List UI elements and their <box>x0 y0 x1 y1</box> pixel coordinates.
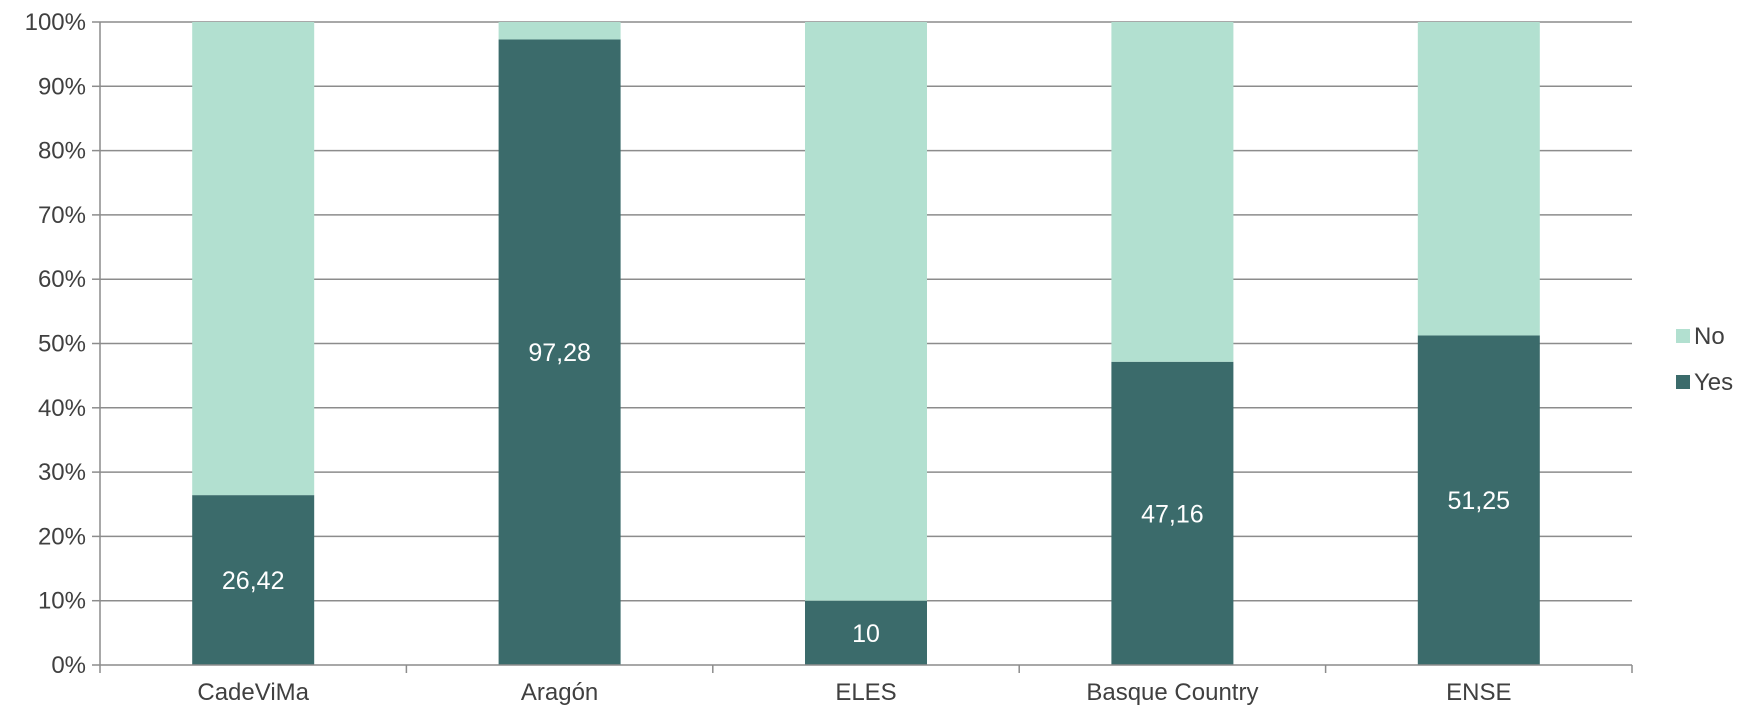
y-tick-label: 80% <box>38 138 86 165</box>
bar-segment-yes <box>192 495 315 665</box>
data-label: 47,16 <box>1141 500 1204 528</box>
bar-segment-yes <box>805 600 927 665</box>
legend-label-yes: Yes <box>1694 369 1733 396</box>
data-label: 97,28 <box>528 339 591 367</box>
x-category-label: ENSE <box>1446 679 1511 706</box>
x-category-label: ELES <box>835 679 896 706</box>
legend: No Yes <box>1676 323 1733 396</box>
bar-segment-yes <box>1111 361 1234 665</box>
y-tick-label: 20% <box>38 523 86 550</box>
bars <box>192 22 1540 665</box>
bar-segment-no <box>192 22 315 496</box>
data-label: 51,25 <box>1448 487 1511 515</box>
bar-segment-no <box>805 22 927 601</box>
legend-label-no: No <box>1694 323 1725 350</box>
data-label: 26,42 <box>222 567 285 595</box>
y-tick-label: 50% <box>38 331 86 358</box>
data-label: 10 <box>852 620 880 648</box>
y-tick-label: 30% <box>38 459 86 486</box>
y-tick-label: 10% <box>38 588 86 615</box>
y-tick-label: 0% <box>51 652 86 679</box>
labels: 0% 10% 20% 30% 40% 50% 60% 70% 80% 90% 100% 26,42 Ca… <box>25 9 1512 706</box>
y-tick-label: 60% <box>38 266 86 293</box>
bar-segment-no <box>1417 22 1540 336</box>
y-tick-label: 100% <box>25 9 86 36</box>
y-tick-label: 40% <box>38 395 86 422</box>
x-category-label: CadeViMa <box>197 679 309 706</box>
x-category-label: Aragón <box>521 679 598 706</box>
bar-segment-no <box>498 22 621 40</box>
x-category-label: Basque Country <box>1086 679 1258 706</box>
y-tick-label: 70% <box>38 202 86 229</box>
bar-segment-yes <box>498 39 621 665</box>
bar-segment-no <box>1111 22 1234 362</box>
bar-segment-yes <box>1417 335 1540 665</box>
legend-swatch-no <box>1676 329 1690 343</box>
axes <box>92 21 1633 673</box>
y-tick-label: 90% <box>38 73 86 100</box>
legend-swatch-yes <box>1676 375 1690 389</box>
